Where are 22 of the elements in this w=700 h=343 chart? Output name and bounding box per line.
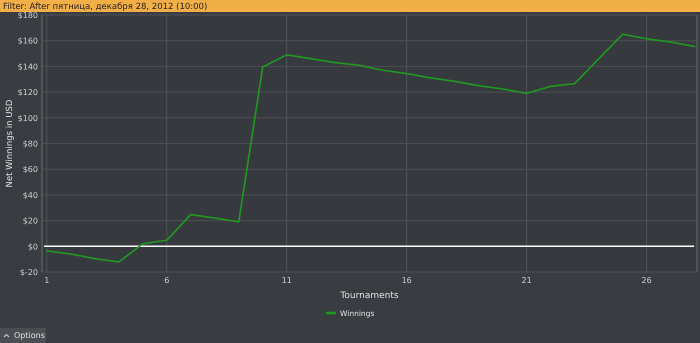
chart-title: Filter: After пятница, декабря 28, 2012 (10:00) [3, 2, 208, 12]
x-tick-label: 26 [642, 276, 652, 285]
y-axis-title: Net Winnings in USD [5, 99, 15, 188]
x-tick-label: 16 [402, 276, 412, 285]
y-tick-label: $140 [18, 62, 38, 72]
y-tick-label: $100 [18, 114, 38, 123]
y-tick-label: $40 [22, 190, 38, 200]
x-axis-title: Tournaments [339, 291, 399, 301]
x-tick-label: 21 [522, 276, 532, 285]
y-tick-label: $-20 [20, 268, 38, 277]
x-tick-label: 11 [282, 276, 292, 285]
y-tick-label: $60 [22, 165, 38, 174]
y-tick-label: $80 [22, 140, 38, 148]
y-tick-label: $160 [18, 36, 38, 46]
line-series [46, 33, 696, 263]
x-tick-label: 1 [44, 276, 50, 285]
y-tick-label: $180 [18, 11, 38, 20]
text: Options [14, 331, 45, 340]
x-tick-label: 6 [164, 276, 170, 285]
y-tick-label: $0 [28, 242, 38, 252]
y-tick-label: $20 [22, 216, 38, 226]
y-tick-label: $120 [18, 88, 38, 98]
